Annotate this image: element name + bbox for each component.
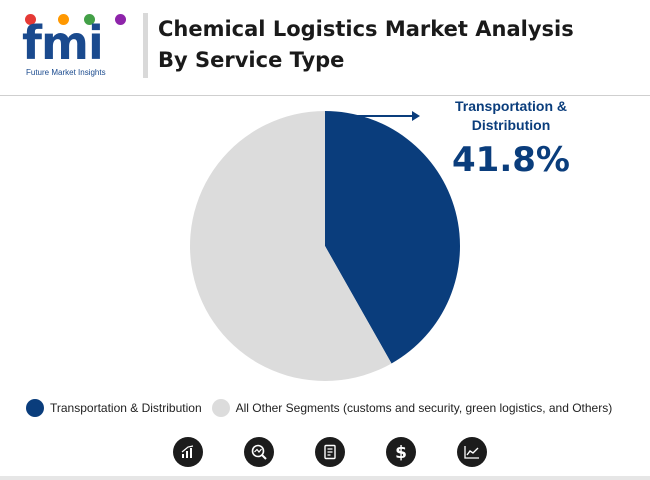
- title-line-1: Chemical Logistics Market Analysis: [158, 17, 574, 41]
- title-line-2: By Service Type: [158, 48, 345, 72]
- header-separator: [0, 95, 650, 96]
- legend-swatch-transportation: [26, 399, 44, 417]
- callout-label-line-1: Transportation &: [454, 98, 567, 114]
- magnifier-chart-icon: [244, 437, 274, 467]
- pie-chart: [189, 111, 460, 381]
- footer-icons: $: [173, 437, 493, 469]
- line-chart-icon: [457, 437, 487, 467]
- logo-dot-orange: [58, 14, 69, 25]
- legend: Transportation & Distribution All Other …: [26, 397, 622, 419]
- pie-slice-transportation: [325, 111, 460, 364]
- footer-bar: [0, 476, 650, 480]
- callout-arrow-head: [412, 111, 420, 121]
- svg-text:$: $: [395, 443, 407, 461]
- logo-wordmark: fmi: [22, 16, 104, 70]
- legend-label-other: All Other Segments (customs and security…: [235, 401, 613, 415]
- callout-label-line-2: Distribution: [471, 117, 551, 133]
- callout-value: 41.8%: [452, 140, 570, 180]
- bar-chart-icon: [173, 437, 203, 467]
- legend-item-other: All Other Segments (customs and security…: [211, 399, 613, 417]
- legend-label-transportation: Transportation & Distribution: [50, 401, 202, 415]
- legend-item-transportation: Transportation & Distribution: [26, 399, 202, 417]
- fmi-logo: fmi Future Market Insights: [22, 12, 134, 78]
- header: fmi Future Market Insights Chemical Logi…: [0, 0, 650, 95]
- callout-label: Transportation & Distribution: [420, 97, 602, 135]
- legend-swatch-other: [211, 399, 230, 417]
- document-icon: [315, 437, 345, 467]
- logo-dot-purple: [115, 14, 126, 25]
- header-divider: [143, 13, 148, 78]
- logo-dot-red: [25, 14, 36, 25]
- logo-subtitle: Future Market Insights: [26, 68, 106, 77]
- logo-dot-green: [84, 14, 95, 25]
- page-title: Chemical Logistics Market Analysis By Se…: [158, 14, 628, 76]
- pie-slice-other: [189, 111, 392, 381]
- dollar-icon: $: [386, 437, 416, 467]
